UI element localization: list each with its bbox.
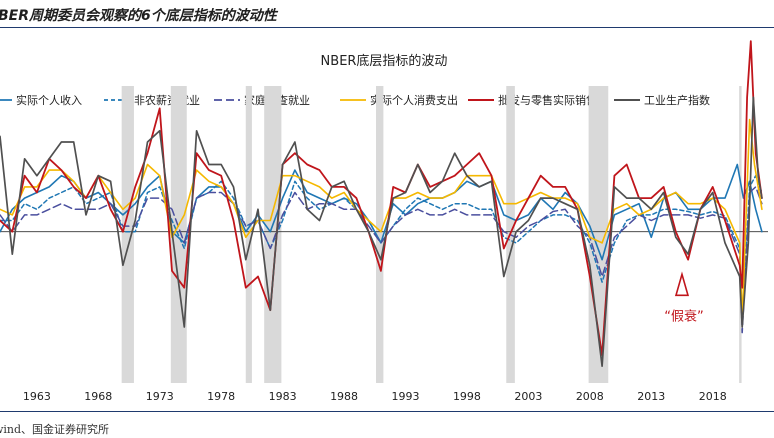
x-tick-label-2: 1973 [146, 390, 174, 403]
x-tick-label-4: 1983 [269, 390, 297, 403]
false-recession-marker-triangle [674, 271, 690, 297]
recession-band-6 [588, 86, 609, 383]
x-tick-label-5: 1988 [330, 390, 358, 403]
x-tick-label-10: 2013 [637, 390, 665, 403]
series-line-5 [0, 96, 763, 368]
series-line-4 [0, 40, 763, 356]
x-tick-label-0: 1963 [23, 390, 51, 403]
recession-band-4 [376, 86, 384, 383]
recession-band-3 [264, 86, 282, 383]
nber-indicators-chart: NBER底层指标的波动 实际个人收入非农薪资就业家庭调查就业实际个人消费支出批发… [0, 40, 768, 403]
x-tick-label-6: 1993 [392, 390, 420, 403]
x-tick-label-7: 1998 [453, 390, 481, 403]
recession-shading [121, 86, 742, 383]
x-tick-label-8: 2003 [514, 390, 542, 403]
legend-label-0: 实际个人收入 [16, 93, 82, 107]
legend-label-1: 非农薪资就业 [134, 93, 200, 107]
false-recession-label: “假衰” [664, 308, 703, 324]
legend-label-3: 实际个人消费支出 [370, 93, 458, 107]
x-tick-label-9: 2008 [576, 390, 604, 403]
legend-label-5: 工业生产指数 [644, 93, 710, 107]
x-tick-label-1: 1968 [84, 390, 112, 403]
report-title: BER周期委员会观察的6个底层指标的波动性 [0, 8, 277, 24]
chart-annotation: “假衰” [664, 271, 704, 324]
chart-title: NBER底层指标的波动 [321, 53, 448, 69]
series-lines [0, 40, 763, 368]
legend-label-4: 批发与零售实际销售额 [498, 93, 608, 107]
x-tick-label-11: 2018 [699, 390, 727, 403]
recession-band-0 [121, 86, 134, 383]
source-divider [0, 411, 774, 412]
series-line-1 [0, 174, 763, 323]
report-title-bar: BER周期委员会观察的6个底层指标的波动性 [0, 0, 774, 28]
x-axis-tick-labels: 1963 1968 1973 1978 1983 1988 1993 1998 2003 2008… [23, 390, 727, 403]
recession-band-7 [739, 86, 742, 383]
title-divider [0, 27, 774, 28]
source-note: wind、国金证券研究所 [0, 423, 110, 436]
series-line-0 [0, 163, 763, 261]
x-tick-label-3: 1978 [207, 390, 235, 403]
series-line-2 [0, 186, 763, 334]
recession-band-2 [245, 86, 252, 383]
